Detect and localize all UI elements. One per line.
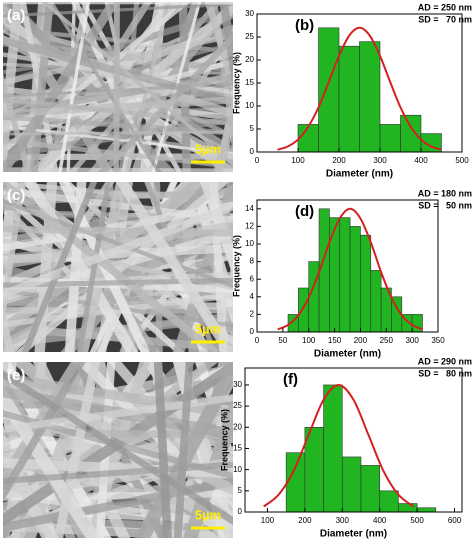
y-tick-label: 10 (245, 101, 254, 110)
bar (324, 385, 343, 512)
y-tick-label: 0 (250, 327, 255, 336)
fiber (116, 0, 117, 182)
bar (342, 457, 361, 512)
x-tick-label: 200 (332, 156, 346, 165)
y-tick-label: 25 (245, 32, 254, 41)
sem-image (0, 172, 271, 362)
annotation: AD = 290 nm (418, 356, 472, 366)
x-tick-label: 0 (255, 156, 260, 165)
y-tick-label: 10 (245, 239, 254, 248)
bar (298, 124, 319, 152)
x-tick-label: 500 (455, 156, 469, 165)
y-tick-label: 25 (233, 401, 242, 410)
y-tick-label: 15 (233, 444, 242, 453)
bar (286, 453, 305, 512)
y-axis-label: Frequency (%) (231, 52, 241, 114)
y-tick-label: 2 (250, 310, 255, 319)
x-axis-label: Diameter (nm) (326, 169, 393, 180)
bar (298, 288, 308, 332)
x-tick-label: 400 (414, 156, 428, 165)
bar (340, 218, 350, 332)
bar (401, 115, 422, 152)
x-tick-label: 400 (373, 516, 387, 525)
x-tick-label: 300 (405, 336, 419, 345)
fiber (242, 0, 249, 182)
y-tick-label: 10 (233, 465, 242, 474)
x-tick-label: 100 (261, 516, 275, 525)
y-tick-label: 15 (245, 78, 254, 87)
y-axis-label: Frequency (%) (231, 235, 241, 297)
annotation: SD = 50 nm (418, 200, 472, 210)
y-tick-label: 0 (250, 147, 255, 156)
x-tick-label: 100 (291, 156, 305, 165)
bar (398, 504, 417, 512)
scale-bar-label: 5µm (195, 141, 221, 156)
y-tick-label: 5 (250, 124, 255, 133)
bar (380, 491, 399, 512)
bar (371, 270, 381, 332)
y-tick-label: 20 (245, 55, 254, 64)
panel-label: (a) (7, 7, 25, 24)
y-tick-label: 14 (245, 204, 254, 213)
panel-title: (d) (295, 203, 314, 220)
x-axis-label: Diameter (nm) (314, 349, 381, 360)
y-tick-label: 4 (250, 292, 255, 301)
x-tick-label: 0 (255, 336, 260, 345)
scale-bar-label: 5µm (195, 507, 221, 522)
bar (329, 218, 339, 332)
x-tick-label: 350 (431, 336, 445, 345)
y-tick-label: 12 (245, 222, 254, 231)
y-tick-label: 0 (238, 507, 243, 516)
bar (380, 124, 401, 152)
bar (360, 235, 370, 332)
annotation: AD = 180 nm (418, 188, 472, 198)
bar (309, 262, 319, 332)
x-tick-label: 200 (354, 336, 368, 345)
annotation: AD = 250 nm (418, 2, 472, 12)
x-tick-label: 250 (380, 336, 394, 345)
bar (360, 42, 381, 152)
panel-title: (f) (283, 371, 298, 388)
y-tick-label: 6 (250, 274, 255, 283)
bar (339, 46, 360, 152)
bar (417, 508, 436, 512)
bar (305, 427, 324, 512)
x-tick-label: 150 (328, 336, 342, 345)
fiber (264, 0, 276, 182)
y-tick-label: 30 (233, 380, 242, 389)
panel-label: (c) (7, 187, 25, 204)
x-tick-label: 100 (302, 336, 316, 345)
panel-label: (e) (7, 367, 25, 384)
y-tick-label: 30 (245, 9, 254, 18)
bar (350, 226, 360, 332)
x-tick-label: 200 (298, 516, 312, 525)
x-tick-label: 300 (373, 156, 387, 165)
scale-bar-label: 5µm (195, 321, 221, 336)
x-tick-label: 600 (448, 516, 462, 525)
y-axis-label: Frequency (%) (219, 409, 229, 471)
bar (319, 28, 340, 152)
x-tick-label: 500 (410, 516, 424, 525)
y-tick-label: 5 (238, 486, 243, 495)
annotation: SD = 80 nm (418, 368, 472, 378)
panel-title: (b) (295, 17, 314, 34)
x-tick-label: 50 (278, 336, 287, 345)
y-tick-label: 20 (233, 422, 242, 431)
annotation: SD = 70 nm (418, 14, 472, 24)
bar (361, 465, 380, 512)
x-axis-label: Diameter (nm) (320, 529, 387, 540)
y-tick-label: 8 (250, 257, 255, 266)
x-tick-label: 300 (336, 516, 350, 525)
